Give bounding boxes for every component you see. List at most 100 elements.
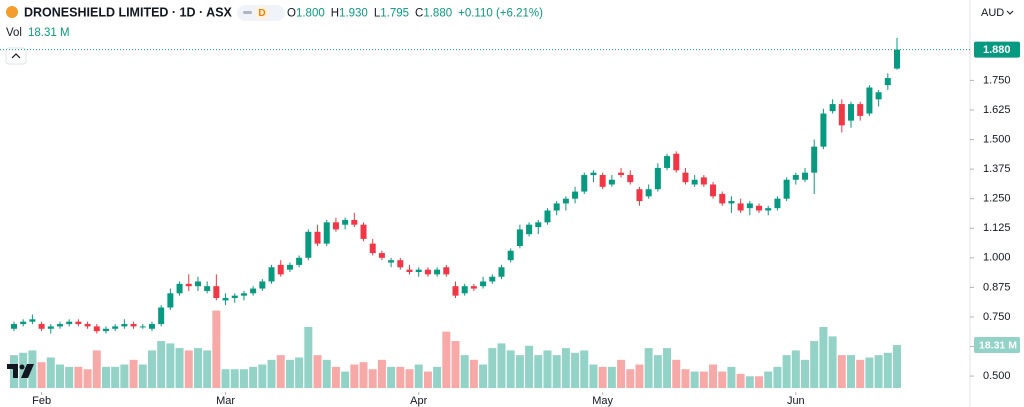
volume-bar <box>819 326 828 388</box>
candle-body <box>434 269 441 275</box>
volume-bar <box>580 350 589 388</box>
candle-body <box>700 177 707 185</box>
volume-bar <box>212 310 221 388</box>
y-tick-label: 0.875 <box>983 281 1011 293</box>
volume-bar <box>764 371 773 388</box>
candle-body <box>526 224 533 235</box>
currency[interactable]: AUD <box>981 7 1004 19</box>
volume-bar <box>28 350 37 388</box>
volume-bar <box>101 366 110 388</box>
volume-bar <box>433 366 442 388</box>
candle-body <box>820 113 827 147</box>
volume-bar <box>92 350 101 388</box>
y-tick-label: 1.250 <box>983 193 1011 205</box>
candle-body <box>470 286 477 289</box>
volume-bar <box>515 355 524 388</box>
candle-body <box>627 175 634 183</box>
volume-bar <box>46 357 55 388</box>
volume-bar <box>359 362 368 388</box>
y-tick-label: 1.750 <box>983 74 1011 86</box>
candle-body <box>93 326 100 332</box>
y-tick-label: 1.125 <box>983 222 1011 234</box>
candle-body <box>29 319 36 322</box>
volume-bar <box>617 359 626 388</box>
volume-bar <box>387 366 396 388</box>
candle-body <box>148 324 155 329</box>
volume-bar <box>405 369 414 388</box>
candle-body <box>121 324 128 327</box>
candle-body <box>664 156 671 168</box>
candle-body <box>158 307 165 325</box>
volume-tag-label: 18.31 M <box>979 339 1017 351</box>
volume-bar <box>736 373 745 388</box>
volume-bar <box>672 359 681 388</box>
tv-logo <box>7 364 34 378</box>
volume-bar <box>239 369 248 388</box>
candle-body <box>480 281 487 287</box>
volume-bar <box>506 350 515 388</box>
candle-body <box>728 201 735 204</box>
candle-body <box>296 257 303 265</box>
candle-body <box>332 222 339 230</box>
candle-body <box>378 253 385 258</box>
x-tick-label: Feb <box>32 395 51 407</box>
volume-bar <box>295 357 304 388</box>
volume-bar <box>83 369 92 388</box>
currency-caret <box>1006 10 1014 15</box>
volume-bar <box>230 369 239 388</box>
symbol-title: DRONESHIELD LIMITED · 1D · ASX <box>24 5 233 19</box>
candle-body <box>240 293 247 296</box>
volume-bar <box>663 348 672 388</box>
volume-bar <box>460 355 469 388</box>
volume-bar <box>874 355 883 388</box>
candle-body <box>682 172 689 183</box>
candle-body <box>618 172 625 176</box>
candle-body <box>857 104 864 116</box>
candle-body <box>130 324 137 327</box>
volume-bar <box>147 350 156 388</box>
volume-bar <box>55 364 64 388</box>
volume-bar <box>368 369 377 388</box>
legend-key: O <box>287 8 296 20</box>
candle-body <box>489 276 496 282</box>
candle-body <box>102 328 109 332</box>
volume-bar <box>469 359 478 388</box>
volume-bar <box>552 355 561 388</box>
candle-body <box>848 104 855 121</box>
candle-body <box>259 281 266 289</box>
legend-value: 1.880 <box>423 8 452 20</box>
candle-body <box>719 193 726 204</box>
volume-bar <box>847 355 856 388</box>
volume-bar <box>497 343 506 388</box>
volume-bar <box>561 348 570 388</box>
candle-body <box>351 219 358 225</box>
volume-bar <box>626 369 635 388</box>
candle-body <box>231 295 238 299</box>
candle-body <box>38 324 45 329</box>
volume-bar <box>856 359 865 388</box>
candle-body <box>314 231 321 244</box>
candle-body <box>737 203 744 211</box>
volume-bar <box>883 352 892 388</box>
legend-change: +0.110 (+6.21%) <box>458 8 543 20</box>
volume-bar <box>865 357 874 388</box>
volume-bar <box>285 359 294 388</box>
symbol-logo <box>6 6 18 18</box>
candle-body <box>360 224 367 239</box>
last-price-label: 1.880 <box>983 44 1011 56</box>
candle-body <box>323 222 330 244</box>
candle-body <box>56 324 63 327</box>
candle-body <box>452 286 459 296</box>
interval-badge-bg <box>255 6 269 20</box>
volume-bar <box>19 352 28 388</box>
volume-bar <box>414 364 423 388</box>
volume-bar <box>267 359 276 388</box>
volume-bar <box>525 345 534 388</box>
volume-bar <box>709 364 718 388</box>
volume-bar <box>350 364 359 388</box>
tv-logo-t <box>7 364 18 378</box>
candle-body <box>544 210 551 223</box>
collapse-button[interactable] <box>5 47 27 65</box>
legend-value: 1.930 <box>339 8 368 20</box>
volume-bar <box>488 348 497 388</box>
